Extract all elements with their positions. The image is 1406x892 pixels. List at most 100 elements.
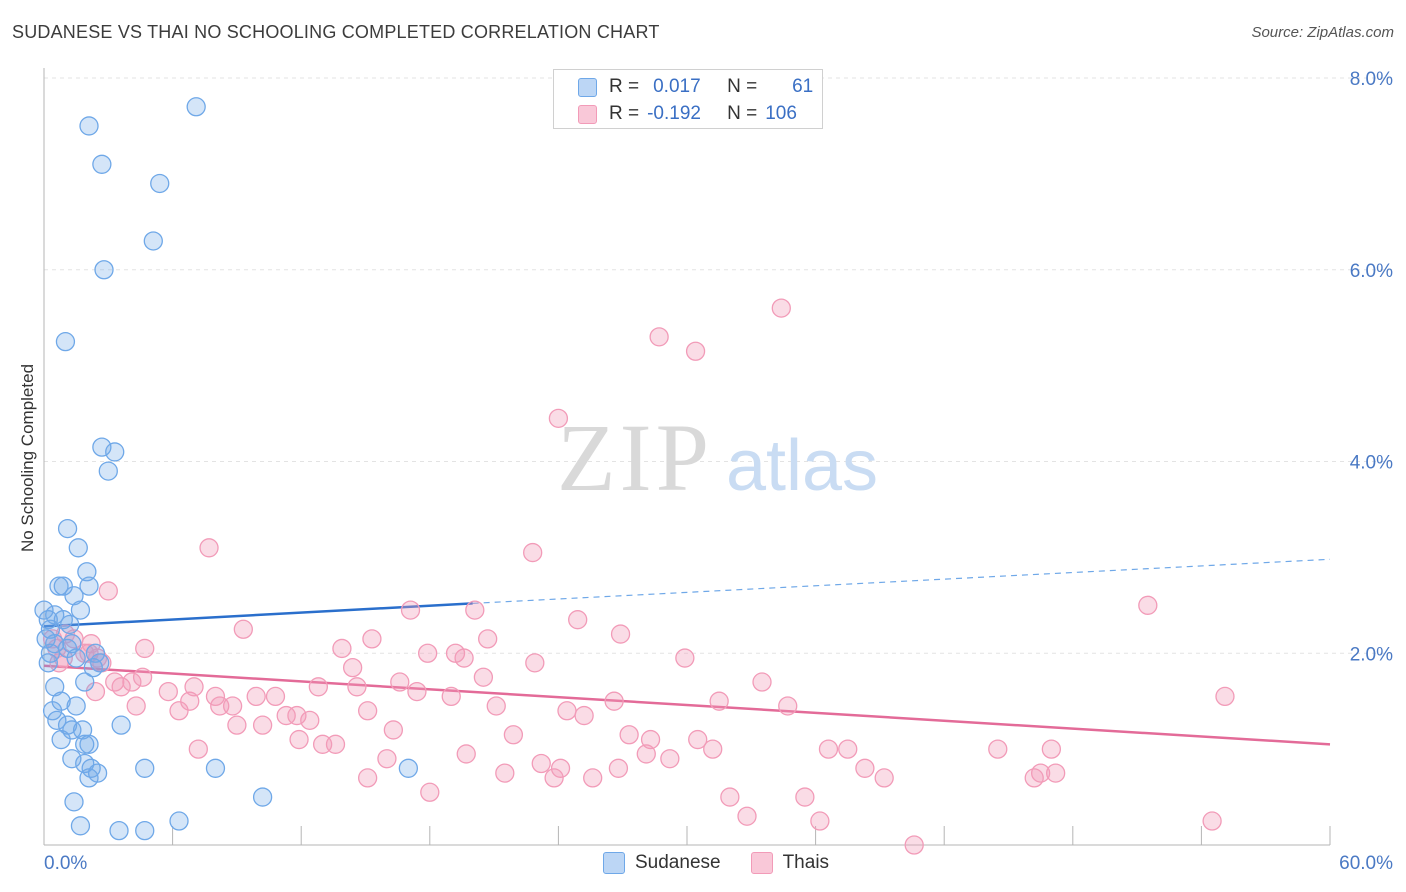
- sudanese-point: [57, 518, 78, 539]
- sudanese-point: [55, 332, 76, 352]
- sudanese-point: [51, 729, 71, 750]
- watermark: ZIP atlas: [557, 404, 878, 511]
- thais-point: [604, 691, 624, 711]
- thais-point: [85, 681, 106, 702]
- thais-point: [737, 806, 757, 826]
- sudanese-point: [75, 734, 95, 754]
- chart-title: SUDANESE VS THAI NO SCHOOLING COMPLETED …: [12, 22, 660, 42]
- thais-point: [1046, 763, 1066, 783]
- sudanese-point: [64, 792, 84, 812]
- sudanese-point: [60, 614, 80, 635]
- sudanese-point: [111, 715, 131, 735]
- thais-point: [478, 629, 498, 649]
- thais-point: [332, 638, 352, 659]
- sudanese-point: [49, 576, 69, 596]
- sudanese-point: [169, 811, 189, 831]
- x-tick-label: 0.0%: [44, 853, 87, 874]
- thais-point: [233, 619, 253, 639]
- thais-point: [1215, 686, 1235, 707]
- thais-point: [289, 729, 309, 750]
- thais-point: [855, 758, 875, 778]
- sudanese-point: [90, 653, 110, 673]
- sudanese-point: [150, 173, 170, 194]
- thais-point: [503, 725, 524, 745]
- sudanese-point: [79, 734, 99, 754]
- legend-item-sudanese[interactable]: Sudanese: [603, 852, 721, 874]
- thais-point: [568, 610, 588, 630]
- trend-lines: [43, 558, 1331, 746]
- legend-r-label: R =: [609, 103, 640, 124]
- thais-point: [252, 715, 273, 735]
- thais-point: [456, 744, 476, 764]
- thais-point: [111, 677, 131, 697]
- thais-point: [818, 739, 839, 759]
- sudanese-point: [79, 576, 99, 596]
- thais-point: [1138, 595, 1158, 615]
- sudanese-point: [105, 442, 125, 462]
- legend-label-sudanese: Sudanese: [635, 852, 721, 873]
- thais-point: [649, 327, 669, 347]
- sudanese-trend-extension: [472, 558, 1331, 604]
- thais-point: [169, 701, 189, 721]
- thais-point: [720, 787, 740, 807]
- thais-point: [795, 787, 815, 807]
- sudanese-point: [143, 231, 163, 251]
- thais-point: [685, 341, 706, 361]
- thais-point: [574, 705, 594, 726]
- thais-point: [325, 734, 346, 754]
- thais-point: [55, 624, 76, 644]
- thais-point: [548, 408, 569, 429]
- y-tick-label: 8.0%: [1350, 69, 1393, 90]
- stats-legend: R = 0.017 N = 61 R = -0.192 N = 106: [553, 69, 823, 129]
- sudanese-point: [398, 758, 419, 778]
- thais-point: [265, 686, 286, 707]
- legend-r-label: R =: [609, 76, 640, 97]
- thais-point: [420, 782, 440, 802]
- watermark-atlas: atlas: [726, 426, 878, 506]
- thais-point: [407, 681, 427, 702]
- thais-point: [752, 672, 772, 692]
- thais-point: [709, 691, 729, 711]
- thais-point: [126, 696, 146, 716]
- thais-point: [383, 720, 404, 740]
- legend-n-value: 106: [765, 103, 797, 124]
- thais-point: [810, 811, 830, 831]
- sudanese-point: [109, 820, 129, 841]
- sudanese-point: [42, 701, 63, 721]
- thais-point: [523, 542, 543, 563]
- thais-point: [400, 600, 421, 620]
- thais-point: [377, 749, 397, 769]
- thais-point: [342, 657, 363, 678]
- thais-point: [180, 691, 200, 711]
- sudanese-point: [62, 720, 82, 740]
- thais-point: [188, 739, 208, 759]
- thais-point: [904, 835, 924, 855]
- legend-r-value: 0.017: [653, 76, 701, 97]
- thais-point: [675, 648, 695, 668]
- legend-swatch-thais: [578, 104, 597, 124]
- thais-point: [98, 581, 118, 601]
- sudanese-point: [75, 672, 95, 692]
- chart-source: Source: ZipAtlas.com: [1251, 24, 1394, 41]
- thais-point: [525, 653, 545, 673]
- thais-point: [441, 686, 461, 707]
- legend-item-thais[interactable]: Thais: [750, 852, 829, 874]
- thais-point: [619, 725, 639, 745]
- sudanese-point: [34, 600, 54, 620]
- thais-point: [473, 667, 494, 687]
- thais-point: [610, 624, 631, 644]
- thais-point: [135, 638, 155, 659]
- thais-point: [347, 677, 367, 697]
- thais-point: [550, 758, 571, 778]
- thais-point: [122, 672, 142, 692]
- sudanese-point: [77, 562, 97, 582]
- x-tick-label: 60.0%: [1339, 853, 1393, 874]
- y-tick-label: 4.0%: [1350, 453, 1393, 474]
- thais-point: [300, 710, 320, 731]
- thais-point: [222, 696, 243, 716]
- series-legend: Sudanese Thais: [603, 852, 859, 874]
- thais-point: [276, 705, 296, 726]
- sudanese-point: [135, 758, 155, 778]
- sudanese-point: [92, 154, 112, 174]
- sudanese-point: [79, 116, 99, 136]
